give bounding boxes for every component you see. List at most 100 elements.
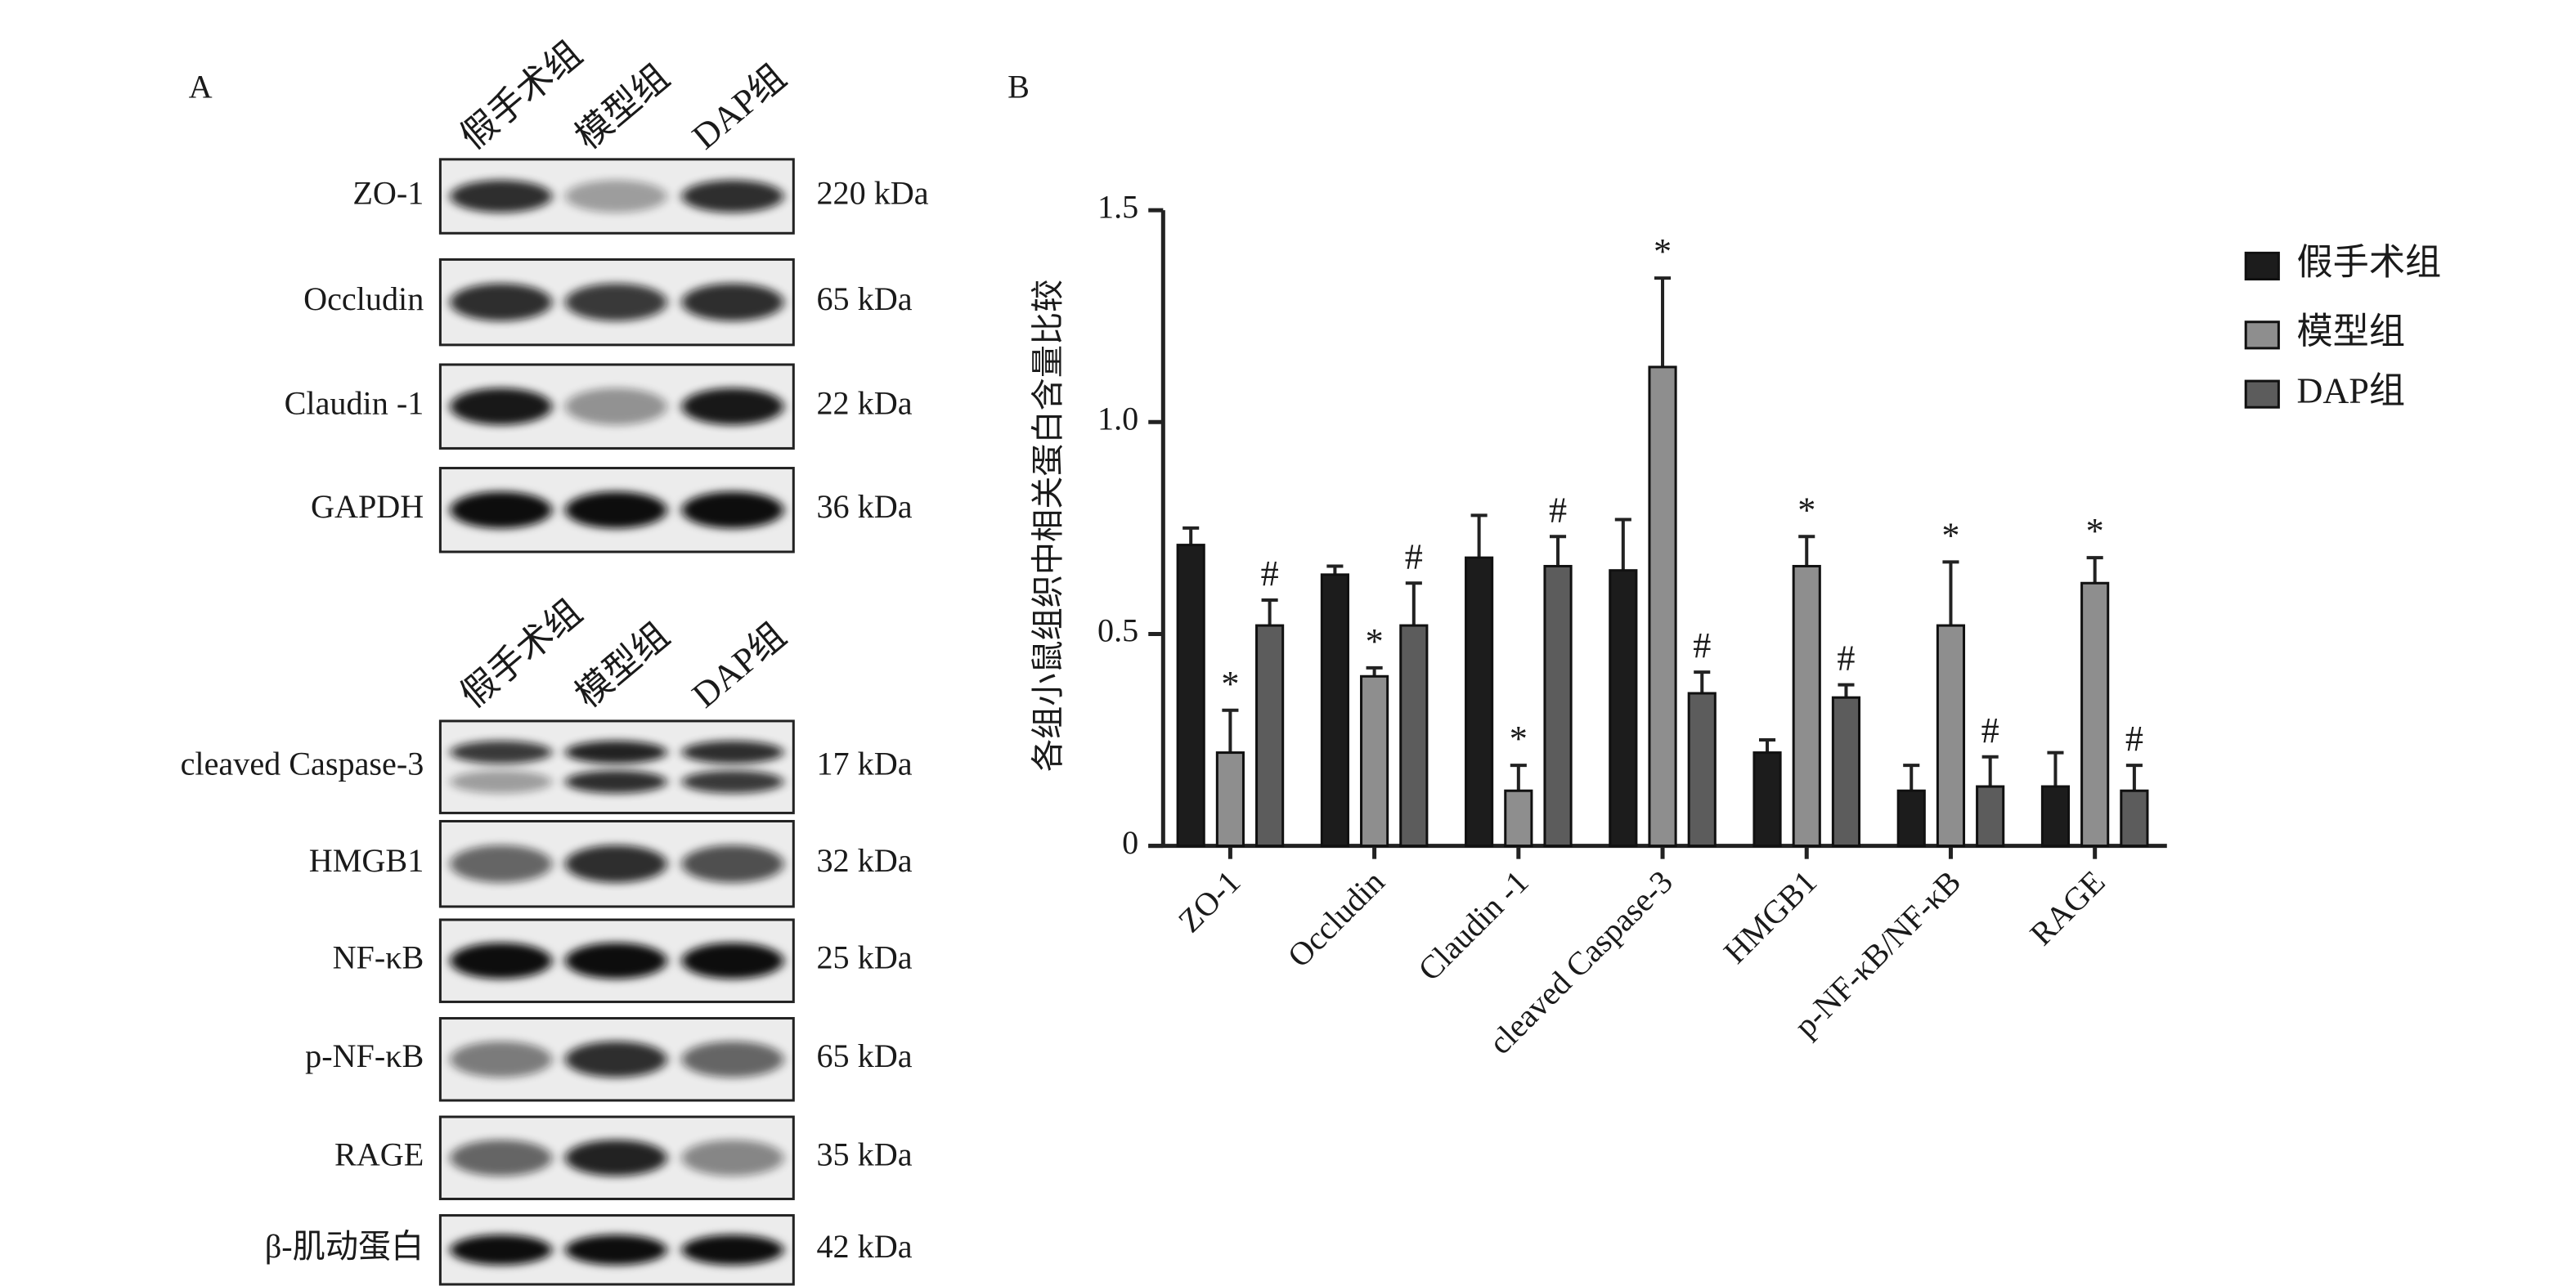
y-tick-label: 1.0 xyxy=(1097,401,1138,437)
kda-label: 65 kDa xyxy=(816,280,912,317)
lane-label: 假手术组 xyxy=(453,592,590,715)
bar xyxy=(1648,365,1677,848)
bar xyxy=(1543,565,1573,848)
x-tick-label: ZO-1 xyxy=(1171,863,1247,939)
significance-marker: # xyxy=(1981,710,1999,751)
significance-marker: * xyxy=(1797,490,1815,530)
significance-marker: * xyxy=(1941,515,1959,555)
blot-band xyxy=(565,845,667,883)
blot-band xyxy=(681,845,784,883)
bar xyxy=(1936,624,1966,848)
kda-label: 42 kDa xyxy=(816,1228,912,1265)
protein-label: GAPDH xyxy=(311,488,424,525)
significance-marker: * xyxy=(1221,664,1239,704)
legend-swatch xyxy=(2244,379,2280,409)
blot-band xyxy=(565,388,667,425)
blot-band xyxy=(565,741,667,764)
significance-marker: # xyxy=(1837,639,1855,679)
bar xyxy=(1399,624,1429,848)
significance-marker: * xyxy=(1654,231,1672,271)
blot-band xyxy=(450,845,552,883)
blot-band xyxy=(450,943,552,979)
blot-band xyxy=(565,180,667,213)
blot-band xyxy=(450,491,552,529)
x-tick-label: Claudin -1 xyxy=(1411,863,1535,988)
significance-marker: * xyxy=(1366,621,1384,661)
blot-band xyxy=(681,388,784,425)
kda-label: 65 kDa xyxy=(816,1037,912,1074)
kda-label: 22 kDa xyxy=(816,384,912,421)
bar xyxy=(1360,674,1389,848)
bar xyxy=(1609,569,1638,848)
blot-band xyxy=(450,388,552,425)
significance-marker: * xyxy=(1510,719,1528,759)
kda-label: 32 kDa xyxy=(816,842,912,879)
blot-band xyxy=(565,943,667,979)
kda-label: 25 kDa xyxy=(816,939,912,975)
legend-swatch xyxy=(2244,320,2280,350)
blot-band xyxy=(565,1140,667,1176)
kda-label: 17 kDa xyxy=(816,745,912,782)
kda-label: 220 kDa xyxy=(816,174,928,211)
protein-label: Claudin -1 xyxy=(285,384,424,421)
significance-marker: # xyxy=(1261,553,1279,594)
bar xyxy=(2040,785,2071,848)
panel-label: B xyxy=(1008,69,1030,105)
bar xyxy=(2080,581,2110,848)
bar xyxy=(1896,789,1926,848)
protein-label: ZO-1 xyxy=(352,174,424,211)
bar xyxy=(2120,789,2149,848)
protein-label: cleaved Caspase-3 xyxy=(181,745,424,782)
blot-band xyxy=(450,1140,552,1176)
blot-band xyxy=(681,180,784,213)
lane-label: DAP组 xyxy=(684,56,793,157)
bar xyxy=(1176,544,1205,848)
bar xyxy=(1831,696,1861,848)
y-tick-label: 0 xyxy=(1122,824,1138,861)
bar xyxy=(1465,556,1494,848)
blot-band xyxy=(565,1234,667,1266)
lane-label: DAP组 xyxy=(684,615,793,715)
bar xyxy=(1215,751,1245,848)
legend-swatch xyxy=(2244,251,2280,281)
x-tick-label: HMGB1 xyxy=(1717,863,1824,970)
lane-label: 模型组 xyxy=(568,56,677,157)
blot-band xyxy=(681,491,784,529)
bar xyxy=(1504,789,1533,848)
significance-marker: # xyxy=(1405,536,1423,576)
lane-label: 假手术组 xyxy=(453,34,590,157)
blot-band xyxy=(565,770,667,794)
blot-band xyxy=(681,1140,784,1176)
protein-label: p-NF-κB xyxy=(305,1037,424,1074)
bar xyxy=(1976,785,2005,848)
y-tick-label: 1.5 xyxy=(1097,188,1138,225)
bar xyxy=(1752,751,1782,848)
blot-band xyxy=(681,943,784,979)
kda-label: 35 kDa xyxy=(816,1136,912,1173)
blot-box xyxy=(438,719,795,814)
blot-band xyxy=(450,283,552,321)
y-axis-label: 各组小鼠组织中相关蛋白含量比较 xyxy=(1030,280,1066,772)
protein-label: β-肌动蛋白 xyxy=(265,1228,424,1265)
blot-band xyxy=(681,741,784,764)
lane-label: 模型组 xyxy=(568,615,677,715)
blot-band xyxy=(681,1041,784,1078)
significance-marker: * xyxy=(2086,511,2104,551)
bar xyxy=(1320,573,1349,848)
y-tick-label: 0.5 xyxy=(1097,612,1138,649)
kda-label: 36 kDa xyxy=(816,488,912,525)
legend-label: 模型组 xyxy=(2296,311,2405,352)
significance-marker: # xyxy=(1693,625,1711,665)
bar xyxy=(1792,565,1821,848)
legend-label: DAP组 xyxy=(2296,370,2405,410)
x-tick-label: Occludin xyxy=(1281,863,1392,975)
blot-band xyxy=(450,770,552,794)
blot-band xyxy=(450,1234,552,1266)
blot-band xyxy=(450,180,552,213)
blot-band xyxy=(681,1234,784,1266)
protein-label: RAGE xyxy=(334,1136,424,1173)
bar xyxy=(1687,692,1717,848)
bar xyxy=(1255,624,1285,848)
